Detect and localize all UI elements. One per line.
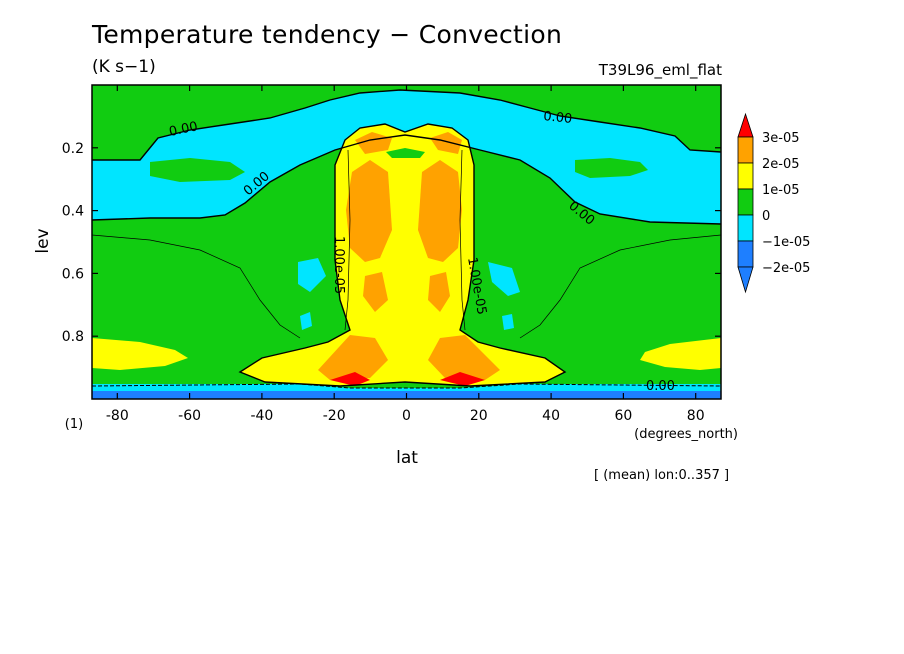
fill-patch-left-1 xyxy=(298,258,326,292)
y-tick-label: 0.8 xyxy=(62,329,84,345)
contour-thin-right xyxy=(519,234,721,339)
x-axis-unit: (degrees_north) xyxy=(634,427,738,442)
contour-label: 0.00 xyxy=(168,119,199,140)
contour-label: 0.00 xyxy=(543,109,573,127)
contour-zero-upper xyxy=(92,89,721,161)
fill-orange-top-right xyxy=(430,132,462,154)
x-axis: -80 -60 -40 -20 0 20 40 60 80 xyxy=(106,85,705,424)
footnote: [ (mean) lon:0..357 ] xyxy=(594,468,730,483)
colorbar-swatch xyxy=(737,162,754,190)
fill-orange-lower-right xyxy=(428,335,500,380)
fill-red-core-right xyxy=(440,372,485,386)
fill-orange-left xyxy=(346,160,392,262)
chart-title: Temperature tendency − Convection xyxy=(92,20,563,49)
contour-thin-left xyxy=(92,234,301,339)
fill-island-left xyxy=(150,158,245,182)
x-tick-label: -60 xyxy=(178,408,201,424)
fill-orange-mid-right xyxy=(428,272,450,312)
y-tick-label: 0.6 xyxy=(62,266,84,282)
colorbar-swatch xyxy=(737,240,754,268)
x-tick-label: 20 xyxy=(470,408,488,424)
colorbar-swatch xyxy=(737,214,754,242)
contour-label: 0.00 xyxy=(646,379,675,394)
fill-center-gap xyxy=(386,148,425,158)
colorbar-swatch xyxy=(737,136,754,164)
units-label: (K s−1) xyxy=(92,57,156,77)
contour-thin-inner-right xyxy=(459,149,466,331)
x-tick-label: -40 xyxy=(250,408,273,424)
y-axis-label: lev xyxy=(33,228,53,253)
contour-lines xyxy=(92,89,721,389)
x-axis-label: lat xyxy=(396,448,418,468)
x-tick-label: 80 xyxy=(687,408,705,424)
colorbar-label: −2e-05 xyxy=(762,261,810,276)
colorbar-swatch xyxy=(737,188,754,216)
y-tick-label: 0.4 xyxy=(62,204,84,220)
fill-orange-mid-left xyxy=(363,272,388,312)
colorbar-label: −1e-05 xyxy=(762,235,810,250)
y-axis: 0.2 0.4 0.6 0.8 xyxy=(62,141,721,345)
colorbar-label: 1e-05 xyxy=(762,183,800,198)
fill-lobe-right xyxy=(640,338,721,370)
contour-plume-outline xyxy=(238,123,567,387)
run-label: T39L96_eml_flat xyxy=(598,61,722,79)
contour-surface xyxy=(92,383,721,389)
y-axis-unit: (1) xyxy=(65,417,83,432)
colorbar-labels: 3e-05 2e-05 1e-05 0 −1e-05 −2e-05 xyxy=(762,131,810,276)
colorbar-top-arrow xyxy=(737,112,754,138)
fill-patch-left-2 xyxy=(300,312,312,330)
filled-contours xyxy=(92,85,721,399)
colorbar-label: 2e-05 xyxy=(762,157,800,172)
colorbar-bottom-arrow xyxy=(737,266,754,294)
colorbar: 3e-05 2e-05 1e-05 0 −1e-05 −2e-05 xyxy=(737,112,810,294)
y-tick-label: 0.2 xyxy=(62,141,84,157)
fill-patch-right-2 xyxy=(502,314,514,330)
fill-lobe-left xyxy=(92,338,188,370)
fill-orange-right xyxy=(418,160,462,262)
contour-zero-lower xyxy=(92,134,721,225)
fill-central-plume xyxy=(240,124,565,386)
colorbar-label: 3e-05 xyxy=(762,131,800,146)
x-tick-label: -20 xyxy=(323,408,346,424)
fill-patch-right-1 xyxy=(488,262,520,296)
fill-island-right xyxy=(575,158,648,178)
x-tick-label: 60 xyxy=(614,408,632,424)
colorbar-label: 0 xyxy=(762,209,770,224)
x-tick-label: 40 xyxy=(542,408,560,424)
contour-thin-inner-left xyxy=(344,149,351,331)
contour-label: 1.00e-05 xyxy=(331,236,346,294)
x-tick-label: 0 xyxy=(402,408,411,424)
fill-orange-lower-left xyxy=(318,335,388,380)
fill-red-core-left xyxy=(330,372,370,386)
x-tick-label: -80 xyxy=(106,408,129,424)
